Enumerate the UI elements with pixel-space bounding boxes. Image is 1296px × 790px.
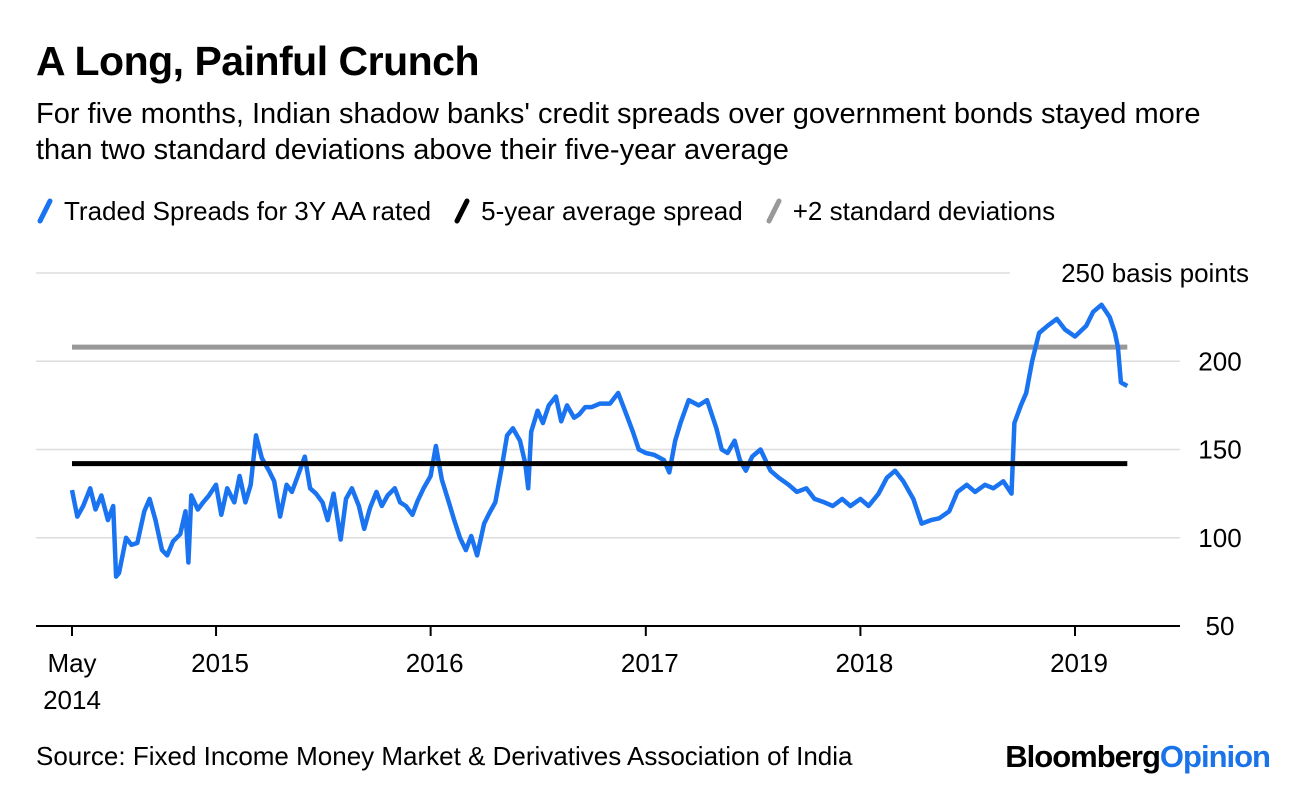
- x-tick-label: 2019: [1050, 648, 1108, 678]
- y-tick-label: 200: [1198, 346, 1241, 376]
- brand-logo-part2: Opinion: [1159, 739, 1271, 774]
- legend-label-stdev: +2 standard deviations: [792, 195, 1056, 226]
- brand-logo: BloombergOpinion: [1005, 739, 1271, 775]
- brand-logo-part1: Bloomberg: [1005, 739, 1161, 774]
- y-tick-label: 150: [1198, 435, 1241, 465]
- x-tick-label: 2016: [406, 648, 464, 678]
- x-tick-label: 2014: [43, 685, 101, 715]
- source-note: Source: Fixed Income Money Market & Deri…: [36, 741, 853, 771]
- chart-title: A Long, Painful Crunch: [36, 38, 480, 84]
- x-tick-label: 2015: [191, 648, 249, 678]
- y-tick-label: 100: [1198, 523, 1241, 553]
- series-line-traded: [69, 302, 1129, 579]
- legend-swatch-average: [454, 198, 470, 224]
- legend-label-traded: Traded Spreads for 3Y AA rated: [64, 195, 432, 226]
- x-tick-label: May: [47, 648, 96, 678]
- legend-swatch-traded: [37, 198, 53, 224]
- legend-item-stdev: +2 standard deviations: [765, 196, 1055, 227]
- y-tick-label: 50: [1206, 611, 1235, 641]
- y-top-label: 250 basis points: [1061, 258, 1249, 288]
- legend-item-average: 5-year average spread: [453, 196, 743, 227]
- legend-item-traded: Traded Spreads for 3Y AA rated: [36, 196, 431, 227]
- line-chart: 50 100 150 200 250 basis points May 2014 2015 20…: [36, 258, 1249, 715]
- legend-label-average: 5-year average spread: [481, 195, 743, 226]
- legend-swatch-stdev: [766, 198, 782, 224]
- chart-subtitle: For five months, Indian shadow banks' cr…: [36, 98, 1201, 166]
- x-tick-label: 2018: [835, 648, 893, 678]
- x-tick-label: 2017: [621, 648, 679, 678]
- legend: Traded Spreads for 3Y AA rated 5-year av…: [36, 193, 1077, 229]
